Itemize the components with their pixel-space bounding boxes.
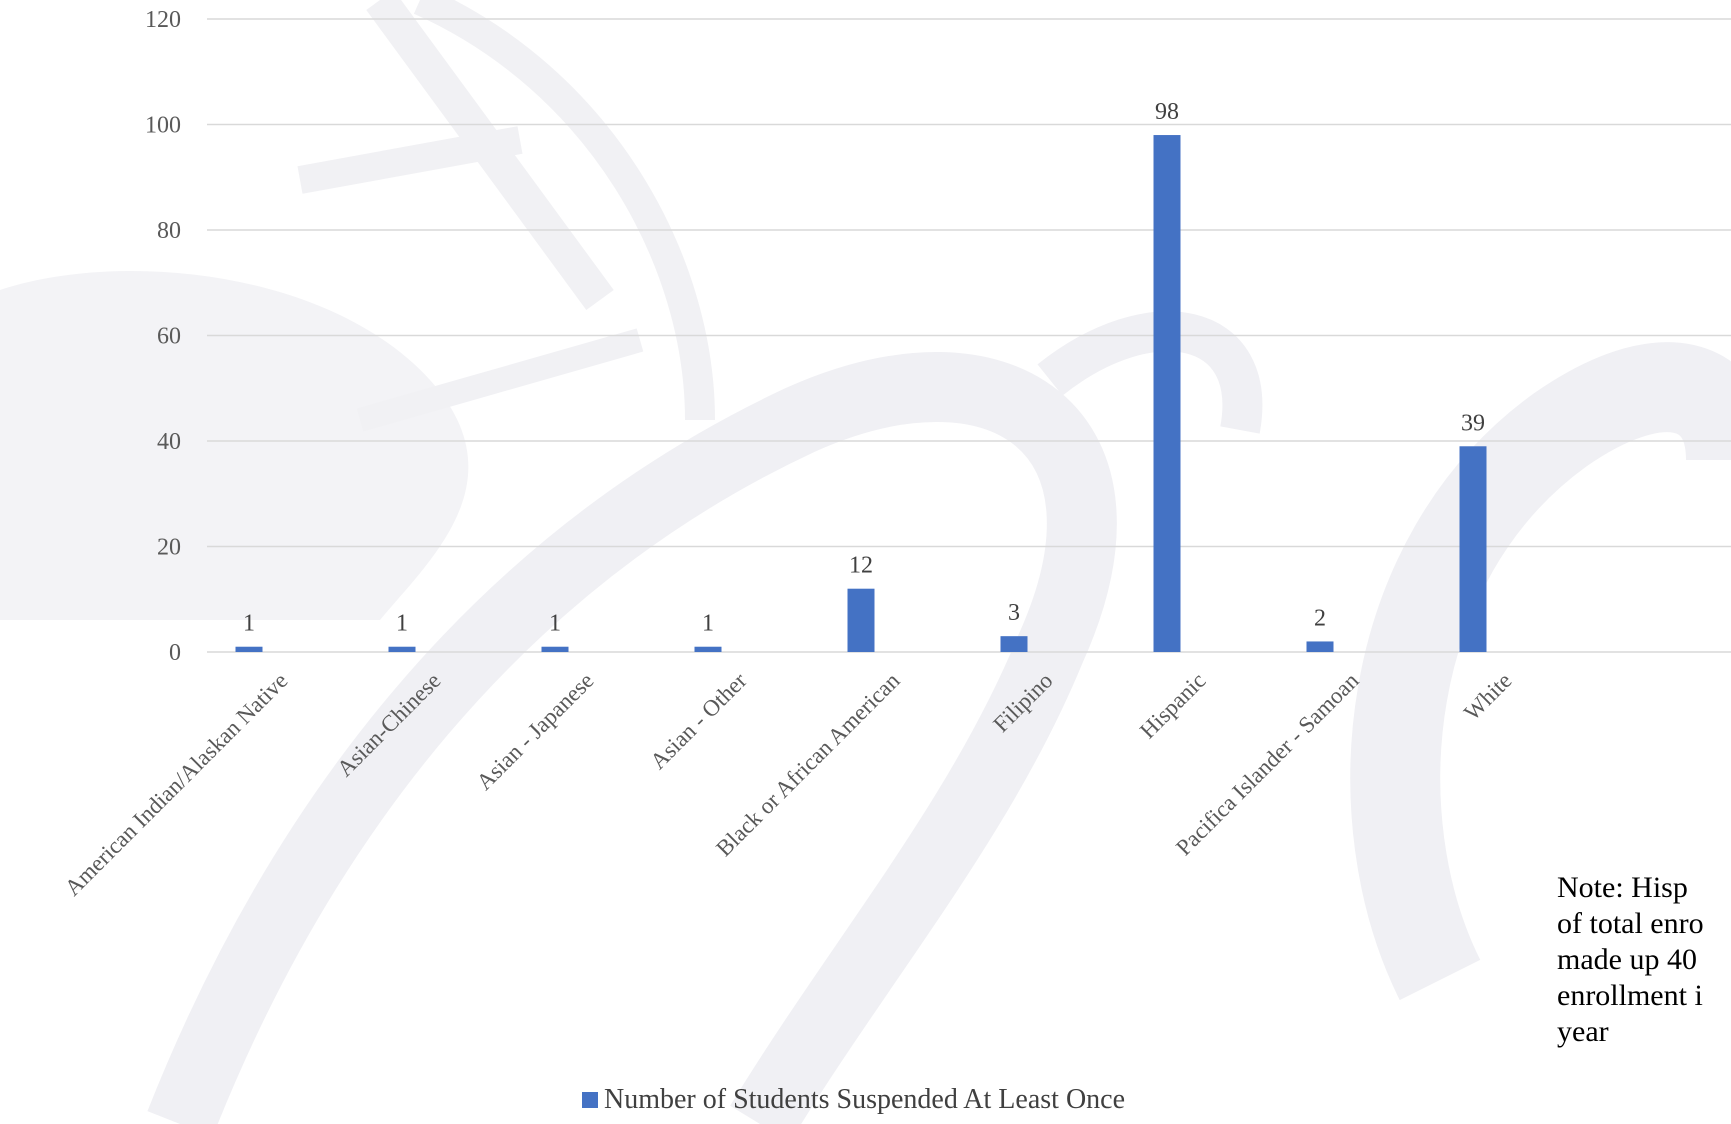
data-label: 1 [702, 611, 714, 637]
note-line: enrollment i [1557, 979, 1703, 1012]
legend: Number of Students Suspended At Least On… [582, 1083, 1125, 1117]
bar [694, 646, 722, 652]
bar [388, 646, 416, 652]
bar [541, 646, 569, 652]
y-tick-label: 120 [145, 7, 181, 33]
note-line: Note: Hisp [1557, 871, 1688, 904]
note-line: of total enro [1557, 907, 1704, 940]
bar [1153, 135, 1181, 653]
note-line: year [1557, 1015, 1609, 1048]
category-label: Hispanic [1135, 668, 1210, 743]
category-label: Pacifica Islander - Samoan [1171, 668, 1364, 861]
y-tick-label: 0 [169, 640, 181, 666]
data-label: 98 [1155, 99, 1179, 125]
gridlines [207, 18, 1731, 653]
y-tick-label: 100 [145, 113, 181, 139]
bar [1459, 446, 1487, 652]
category-label: White [1459, 668, 1516, 725]
data-label: 2 [1314, 605, 1326, 631]
note-text: Note: Hisp of total enro made up 40 enro… [1557, 870, 1731, 1050]
legend-swatch [582, 1092, 598, 1108]
y-tick-label: 40 [157, 429, 181, 455]
bar [847, 588, 875, 652]
y-tick-label: 60 [157, 324, 181, 350]
y-axis-ticks: 0 20 40 60 80 100 120 [145, 7, 181, 666]
y-tick-label: 80 [157, 218, 181, 244]
data-label: 1 [243, 611, 255, 637]
y-tick-label: 20 [157, 535, 181, 561]
category-label: Asian - Other [645, 668, 751, 774]
bar [235, 646, 263, 652]
data-label: 1 [549, 611, 561, 637]
data-labels: 1 1 1 1 12 3 98 2 39 [243, 99, 1485, 637]
bars [235, 135, 1487, 653]
note-line: made up 40 [1557, 943, 1697, 976]
data-label: 1 [396, 611, 408, 637]
bar [1306, 641, 1334, 652]
bar [1000, 636, 1028, 652]
legend-label: Number of Students Suspended At Least On… [604, 1084, 1126, 1115]
data-label: 3 [1008, 600, 1020, 626]
category-label: American Indian/Alaskan Native [60, 668, 293, 901]
data-label: 39 [1461, 410, 1485, 436]
data-label: 12 [849, 553, 873, 579]
